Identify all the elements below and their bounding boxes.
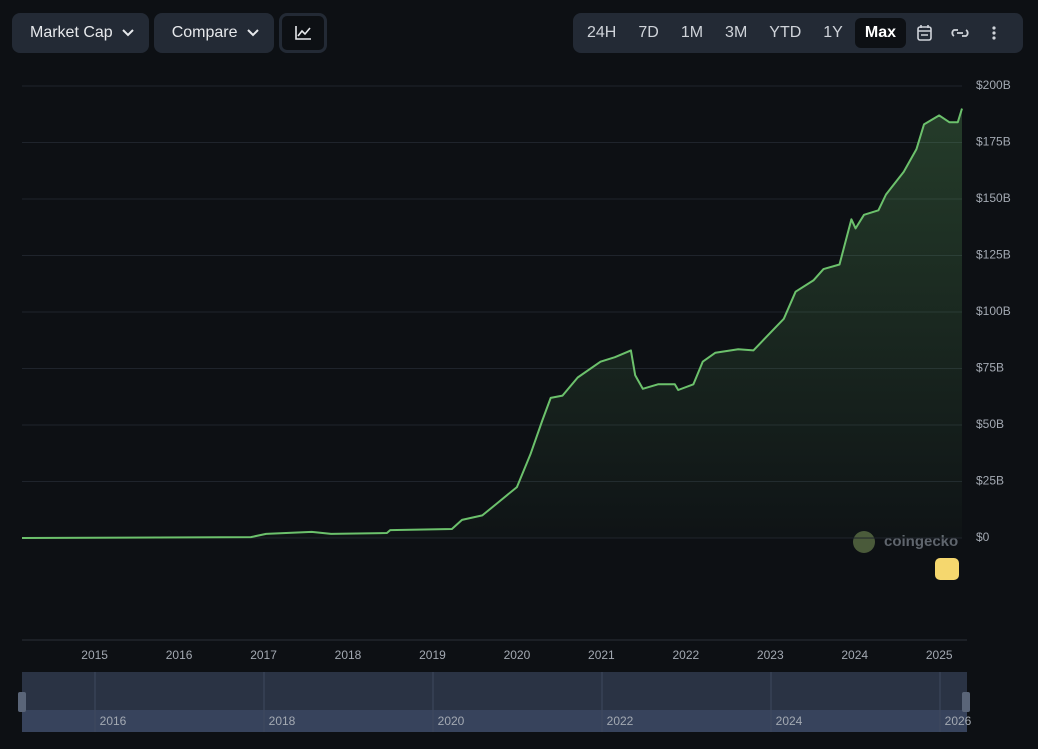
range-icons bbox=[908, 23, 1008, 43]
x-tick-label: 2015 bbox=[81, 648, 108, 662]
chart-icon bbox=[294, 26, 311, 40]
range-button[interactable]: 3M bbox=[725, 24, 748, 41]
navigator-label: 2016 bbox=[100, 714, 127, 728]
navigator-handle[interactable] bbox=[962, 692, 970, 712]
y-tick-label: $175B bbox=[976, 135, 1011, 149]
range-button[interactable]: 24H bbox=[587, 24, 617, 41]
metric-button[interactable]: Market Cap bbox=[12, 13, 149, 53]
range-button[interactable]: 1M bbox=[680, 24, 704, 41]
navigator-label: 2022 bbox=[607, 714, 634, 728]
y-tick-label: $25B bbox=[976, 474, 1004, 488]
range-button[interactable]: YTD bbox=[769, 24, 802, 41]
chevron bbox=[246, 29, 259, 37]
y-tick-label: $150B bbox=[976, 191, 1011, 205]
y-tick-label: $100B bbox=[976, 304, 1011, 318]
y-tick-label: $50B bbox=[976, 417, 1004, 431]
x-tick-label: 2019 bbox=[419, 648, 446, 662]
y-tick-label: $0 bbox=[976, 530, 990, 544]
range-selector: 24H 7D 1M 3M YTD 1Y Max bbox=[573, 13, 1023, 53]
x-tick-label: 2023 bbox=[757, 648, 784, 662]
more-icon[interactable] bbox=[980, 23, 1008, 43]
metric-label: Market Cap bbox=[30, 24, 113, 41]
toolbar-left: Market Cap Compare bbox=[12, 13, 332, 53]
y-tick-label: $125B bbox=[976, 248, 1011, 262]
navigator-label: 2018 bbox=[269, 714, 296, 728]
y-tick-label: $75B bbox=[976, 361, 1004, 375]
range-button[interactable]: 1Y bbox=[823, 24, 843, 41]
compare-button[interactable]: Compare bbox=[153, 13, 274, 53]
compare-label: Compare bbox=[171, 24, 238, 41]
navigator-label: 2020 bbox=[438, 714, 465, 728]
x-tick-label: 2016 bbox=[166, 648, 193, 662]
navigator-handle[interactable] bbox=[18, 692, 26, 712]
link-icon[interactable] bbox=[940, 23, 980, 43]
x-tick-label: 2022 bbox=[672, 648, 699, 662]
range-button[interactable]: Max bbox=[854, 18, 906, 48]
navigator-area bbox=[22, 710, 967, 732]
x-tick-label: 2020 bbox=[504, 648, 531, 662]
range-button[interactable]: 7D bbox=[638, 24, 659, 41]
chart-type-button[interactable] bbox=[278, 13, 327, 53]
navigator-label: 2024 bbox=[776, 714, 803, 728]
line bbox=[21, 108, 963, 539]
x-tick-label: 2025 bbox=[926, 648, 953, 662]
x-tick-label: 2021 bbox=[588, 648, 615, 662]
x-tick-label: 2017 bbox=[250, 648, 277, 662]
ai-badge[interactable] bbox=[935, 558, 959, 580]
navigator-label: 2026 bbox=[945, 714, 972, 728]
x-tick-label: 2024 bbox=[841, 648, 868, 662]
area bbox=[22, 108, 962, 538]
x-tick-label: 2018 bbox=[335, 648, 362, 662]
chevron bbox=[121, 29, 134, 37]
y-tick-label: $200B bbox=[976, 78, 1011, 92]
calendar-icon[interactable] bbox=[908, 23, 940, 43]
